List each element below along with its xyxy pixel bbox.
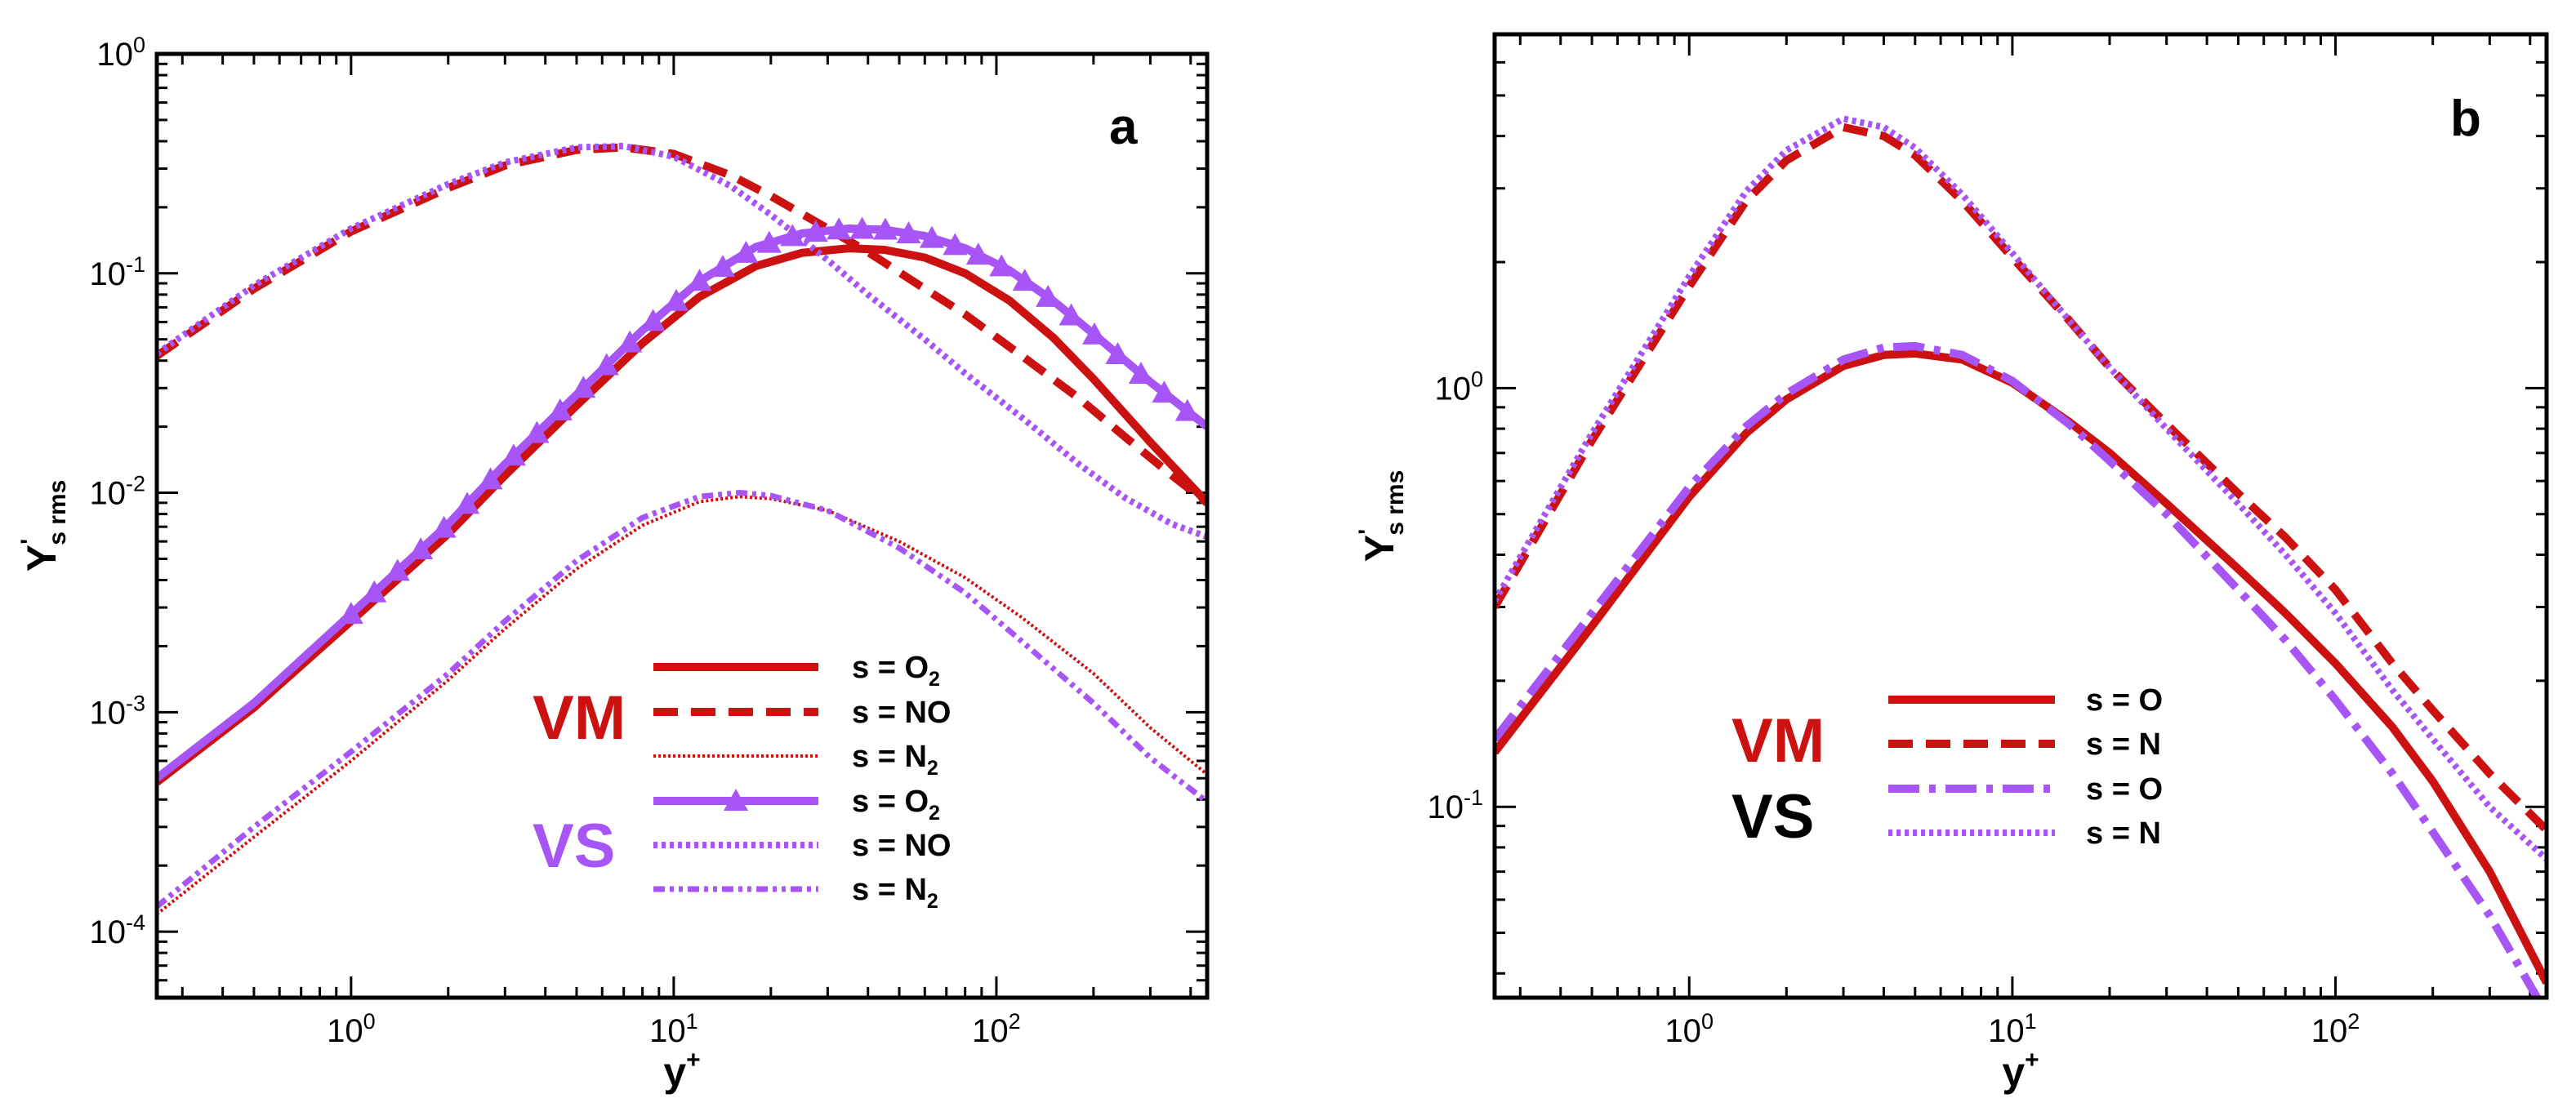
series-line-vm_n bbox=[1495, 122, 2547, 834]
legend-label-vs_n: s = N bbox=[2086, 816, 2161, 851]
y-tick-label: 10-1 bbox=[89, 252, 145, 292]
series-marker-vs_o2 bbox=[989, 254, 1014, 277]
series-marker-vs_o2 bbox=[1058, 303, 1084, 326]
series-marker-vs_o2 bbox=[827, 217, 852, 240]
legend-group-label: VS bbox=[533, 812, 615, 881]
series-marker-vs_o2 bbox=[455, 491, 480, 514]
legend-label-vs_o2: s = O2 bbox=[852, 785, 940, 825]
x-tick-label: 100 bbox=[1665, 1009, 1714, 1049]
y-tick-label: 10-2 bbox=[89, 472, 145, 512]
axis-ticks bbox=[157, 52, 1207, 999]
y-tick-label: 100 bbox=[96, 33, 145, 73]
series-marker-vs_o2 bbox=[733, 240, 759, 263]
legend-label-vs_o: s = O bbox=[2086, 772, 2163, 807]
legend: VM s = O2 s = NO s = N2 VS s = O2 s = NO s = N2 bbox=[533, 651, 951, 913]
series-line-vm_n2 bbox=[157, 495, 1207, 916]
series-marker-vs_o2 bbox=[478, 467, 503, 490]
series-marker-vs_o2 bbox=[1105, 341, 1130, 364]
series-marker-vs_o2 bbox=[664, 288, 689, 311]
legend-group-label: VM bbox=[533, 683, 626, 753]
series-marker-vs_o2 bbox=[756, 230, 782, 253]
series-marker-vs_o2 bbox=[1174, 398, 1200, 421]
series-marker-vs_o2 bbox=[547, 398, 573, 420]
series-marker-vs_o2 bbox=[943, 233, 968, 256]
series-marker-vs_o2 bbox=[849, 216, 875, 239]
series-marker-vs_o2 bbox=[1128, 362, 1153, 385]
y-tick-label: 10-4 bbox=[89, 910, 145, 950]
legend-label-vm_o: s = O bbox=[2086, 683, 2163, 718]
series-marker-vs_o2 bbox=[385, 558, 410, 581]
legend: VM s = O s = N VS s = O s = N bbox=[1731, 683, 2163, 852]
series-marker-vs_o2 bbox=[1082, 322, 1108, 345]
series-marker-vs_o2 bbox=[1152, 380, 1177, 403]
series-marker-vs_o2 bbox=[594, 353, 619, 376]
legend-group-label: VM bbox=[1731, 706, 1825, 776]
x-axis-label: y+ bbox=[663, 1047, 700, 1095]
panel-a: 100 101 102 10-4 10-3 10-2 10-1 100 y+ Y's rms a VM… bbox=[16, 33, 1210, 1095]
x-tick-label: 101 bbox=[649, 1009, 698, 1049]
series-group bbox=[1495, 115, 2547, 998]
y-tick-label: 10-3 bbox=[89, 691, 145, 731]
legend-label-vm_n: s = N bbox=[2086, 727, 2161, 762]
x-axis-label: y+ bbox=[2002, 1047, 2039, 1095]
series-marker-vs_o2 bbox=[1036, 284, 1061, 307]
series-marker-vs_o2 bbox=[710, 255, 735, 278]
series-marker-vs_o2 bbox=[431, 515, 457, 538]
x-tick-label: 102 bbox=[2311, 1009, 2360, 1049]
x-tick-label: 100 bbox=[327, 1009, 376, 1049]
x-tick-label: 102 bbox=[972, 1009, 1021, 1049]
series-line-vm_no bbox=[157, 143, 1207, 506]
y-tick-label: 100 bbox=[1434, 367, 1483, 407]
series-marker-vs_o2 bbox=[965, 242, 991, 265]
legend-group-label: VS bbox=[1731, 782, 1814, 852]
series-marker-vs_o2 bbox=[408, 537, 434, 560]
series-marker-vs_o2 bbox=[896, 220, 921, 243]
legend-marker-vs_o2 bbox=[724, 789, 748, 811]
legend-label-vm_o2: s = O2 bbox=[852, 651, 940, 691]
series-line-vs_n bbox=[1495, 115, 2547, 862]
series-marker-vs_o2 bbox=[338, 602, 363, 625]
y-axis-label: Y's rms bbox=[16, 480, 71, 572]
series-marker-vs_o2 bbox=[617, 330, 643, 353]
legend-label-vm_no: s = NO bbox=[852, 696, 951, 730]
series-marker-vs_o2 bbox=[362, 580, 387, 603]
panel-label: b bbox=[2450, 91, 2481, 147]
panel-b: 100 101 102 10-1 100 y+ Y's rms b VM s = O s = N VS… bbox=[1354, 32, 2549, 1095]
axis-ticks bbox=[1495, 33, 2547, 998]
panel-label: a bbox=[1109, 99, 1138, 155]
legend-label-vm_n2: s = N2 bbox=[852, 740, 938, 780]
plot-frame bbox=[154, 51, 1210, 1000]
series-marker-vs_o2 bbox=[687, 269, 712, 291]
legend-label-vs_no: s = NO bbox=[852, 829, 951, 863]
series-line-vs_o bbox=[1495, 341, 2543, 998]
series-line-vs_no bbox=[157, 142, 1207, 540]
legend-label-vs_n2: s = N2 bbox=[852, 873, 938, 913]
series-line-vm_o bbox=[1495, 349, 2547, 985]
series-marker-vs_o2 bbox=[873, 217, 898, 240]
y-tick-label: 10-1 bbox=[1427, 785, 1483, 825]
series-marker-vs_o2 bbox=[803, 220, 828, 242]
y-axis-label: Y's rms bbox=[1354, 470, 1409, 563]
series-marker-vs_o2 bbox=[571, 376, 596, 398]
series-line-vs_n2 bbox=[157, 490, 1207, 910]
series-line-vm_o2 bbox=[157, 244, 1207, 785]
x-tick-label: 101 bbox=[1988, 1009, 2037, 1049]
series-marker-vs_o2 bbox=[524, 420, 550, 443]
series-group bbox=[157, 142, 1207, 916]
plot-frame bbox=[1492, 32, 2549, 1000]
series-marker-vs_o2 bbox=[919, 225, 944, 248]
series-marker-vs_o2 bbox=[1012, 269, 1037, 291]
series-marker-vs_o2 bbox=[640, 309, 666, 331]
series-marker-vs_o2 bbox=[501, 443, 526, 466]
